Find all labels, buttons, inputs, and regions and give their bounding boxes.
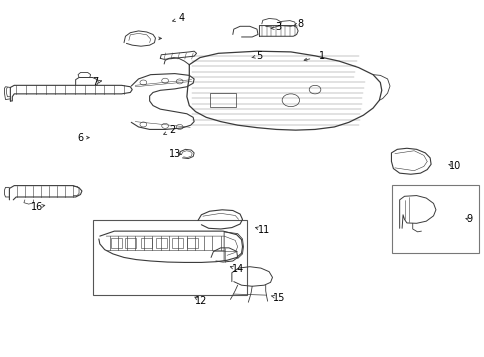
Text: 2: 2 [169,126,175,136]
Bar [141,238,151,248]
Bar [187,238,197,248]
Bar [209,93,236,107]
Bar [111,238,121,248]
Text: 10: 10 [448,161,460,171]
Text: 4: 4 [179,14,185,24]
Text: 6: 6 [77,132,83,142]
Text: 3: 3 [275,22,281,32]
Text: 15: 15 [272,293,285,303]
Text: 9: 9 [466,215,472,225]
Bar [125,238,136,248]
Text: 1: 1 [318,51,325,61]
Text: 8: 8 [297,19,303,29]
Text: 13: 13 [168,149,181,159]
Text: 12: 12 [195,296,207,306]
Bar [156,238,166,248]
Text: 14: 14 [231,264,243,274]
Text: 11: 11 [257,225,270,235]
Bar [92,221,247,295]
Bar [392,185,478,253]
Bar [171,238,182,248]
Text: 16: 16 [31,202,43,212]
Text: 5: 5 [256,51,262,61]
Text: 7: 7 [91,77,98,87]
